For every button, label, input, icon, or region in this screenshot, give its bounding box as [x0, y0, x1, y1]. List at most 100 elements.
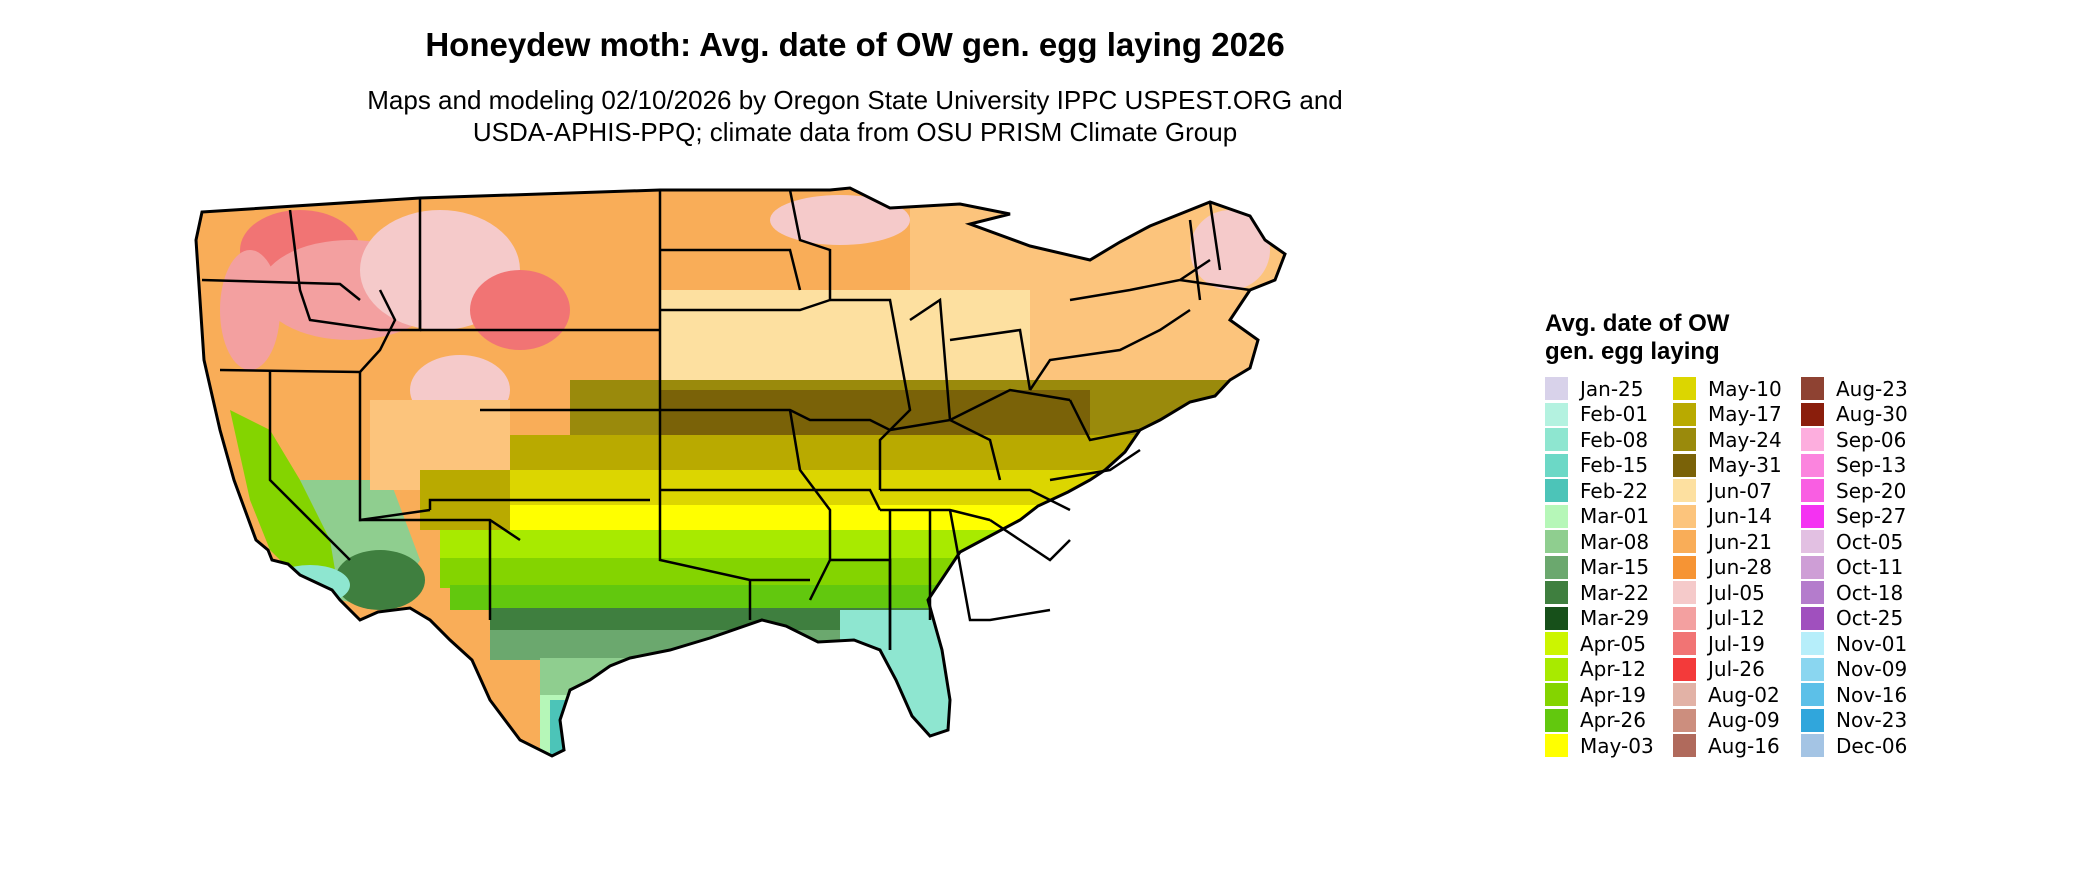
legend-swatch: [1545, 453, 1568, 477]
legend-swatch: [1801, 683, 1824, 707]
legend-swatch: [1801, 402, 1824, 426]
legend-label: Jun-28: [1708, 555, 1772, 580]
legend-title: Avg. date of OW gen. egg laying: [1545, 310, 1765, 366]
legend-item: Jul-12: [1673, 606, 1801, 632]
legend-item: Jun-14: [1673, 504, 1801, 530]
legend-swatch: [1673, 555, 1696, 579]
legend-item: May-10: [1673, 376, 1801, 402]
legend-swatch: [1801, 453, 1824, 477]
legend-item: Apr-12: [1545, 657, 1673, 683]
legend-label: Oct-25: [1836, 606, 1904, 631]
legend-item: Apr-05: [1545, 631, 1673, 657]
legend-item: Aug-30: [1801, 402, 1929, 428]
legend-swatch: [1673, 428, 1696, 452]
legend-item: Dec-06: [1801, 733, 1929, 759]
legend-swatch: [1673, 708, 1696, 732]
legend-item: Aug-16: [1673, 733, 1801, 759]
legend-label: Jul-05: [1708, 580, 1765, 605]
legend-swatch: [1801, 530, 1824, 554]
legend-title-line-1: Avg. date of OW: [1545, 310, 1730, 337]
legend-label: Mar-08: [1580, 529, 1650, 554]
legend-swatch: [1673, 479, 1696, 503]
legend-label: Aug-02: [1708, 682, 1780, 707]
legend-label: Nov-01: [1836, 631, 1908, 656]
legend-item: Feb-15: [1545, 453, 1673, 479]
legend-label: May-31: [1708, 453, 1782, 478]
legend-label: Jul-12: [1708, 606, 1765, 631]
legend-item: Jan-25: [1545, 376, 1673, 402]
legend-label: Mar-29: [1580, 606, 1650, 631]
legend-item: Mar-29: [1545, 606, 1673, 632]
legend-item: Mar-22: [1545, 580, 1673, 606]
us-map-graphic: [194, 186, 1287, 758]
legend-item: Aug-02: [1673, 682, 1801, 708]
legend-label: Jun-21: [1708, 529, 1772, 554]
map-title: Honeydew moth: Avg. date of OW gen. egg …: [425, 26, 1285, 63]
legend-item: Sep-27: [1801, 504, 1929, 530]
map-subtitle: Maps and modeling 02/10/2026 by Oregon S…: [0, 84, 1710, 148]
legend-item: Feb-08: [1545, 427, 1673, 453]
legend-label: Oct-11: [1836, 555, 1904, 580]
legend-swatch: [1801, 632, 1824, 656]
legend-swatch: [1673, 632, 1696, 656]
legend-label: Mar-15: [1580, 555, 1650, 580]
legend-column: May-10 May-17 May-24 May-31 Jun-07 Jun-14 Jun-…: [1673, 376, 1801, 759]
map-fill: [196, 188, 1285, 756]
legend-swatch: [1801, 428, 1824, 452]
legend-item: Jul-26: [1673, 657, 1801, 683]
legend-item: Mar-15: [1545, 555, 1673, 581]
legend-label: Sep-06: [1836, 427, 1907, 452]
legend-item: Jun-28: [1673, 555, 1801, 581]
legend-item: Sep-20: [1801, 478, 1929, 504]
legend-item: Apr-26: [1545, 708, 1673, 734]
legend-swatch: [1673, 530, 1696, 554]
legend-item: Sep-13: [1801, 453, 1929, 479]
legend-label: Sep-27: [1836, 504, 1907, 529]
legend-label: Aug-30: [1836, 402, 1908, 427]
legend-swatch: [1545, 479, 1568, 503]
legend-label: Oct-05: [1836, 529, 1904, 554]
legend-label: May-17: [1708, 402, 1782, 427]
legend-item: Oct-05: [1801, 529, 1929, 555]
legend-label: Feb-08: [1580, 427, 1649, 452]
legend-label: Apr-26: [1580, 708, 1646, 733]
legend-swatch: [1801, 479, 1824, 503]
legend-label: Mar-01: [1580, 504, 1650, 529]
legend-item: Feb-22: [1545, 478, 1673, 504]
legend-swatch: [1801, 708, 1824, 732]
legend-item: Aug-09: [1673, 708, 1801, 734]
legend: Avg. date of OW gen. egg laying Jan-25 Fe…: [1545, 310, 1929, 759]
legend-column: Aug-23 Aug-30 Sep-06 Sep-13 Sep-20 Sep-27 Oct-…: [1801, 376, 1929, 759]
legend-label: Sep-13: [1836, 453, 1907, 478]
legend-item: Oct-11: [1801, 555, 1929, 581]
legend-label: Jul-26: [1708, 657, 1765, 682]
legend-item: Mar-08: [1545, 529, 1673, 555]
legend-swatch: [1545, 632, 1568, 656]
subtitle-line-2: USDA-APHIS-PPQ; climate data from OSU PR…: [472, 117, 1238, 147]
legend-swatch: [1545, 504, 1568, 528]
legend-swatch: [1545, 530, 1568, 554]
legend-label: Feb-01: [1580, 402, 1649, 427]
legend-label: Nov-23: [1836, 708, 1908, 733]
legend-column: Jan-25 Feb-01 Feb-08 Feb-15 Feb-22 Mar-01 Mar-…: [1545, 376, 1673, 759]
legend-swatch: [1801, 377, 1824, 401]
subtitle-line-1: Maps and modeling 02/10/2026 by Oregon S…: [367, 85, 1343, 115]
legend-item: Jun-07: [1673, 478, 1801, 504]
legend-item: Nov-23: [1801, 708, 1929, 734]
legend-label: Aug-09: [1708, 708, 1780, 733]
legend-label: Nov-16: [1836, 682, 1908, 707]
legend-swatch: [1545, 581, 1568, 605]
legend-swatch: [1673, 734, 1696, 758]
legend-swatch: [1545, 428, 1568, 452]
legend-swatch: [1545, 683, 1568, 707]
legend-swatch: [1545, 555, 1568, 579]
legend-label: May-03: [1580, 733, 1654, 758]
legend-label: Apr-05: [1580, 631, 1646, 656]
legend-label: Aug-16: [1708, 733, 1780, 758]
legend-item: Nov-09: [1801, 657, 1929, 683]
legend-swatch: [1801, 734, 1824, 758]
legend-swatch: [1801, 657, 1824, 681]
legend-swatch: [1801, 555, 1824, 579]
legend-swatch: [1545, 734, 1568, 758]
legend-item: May-17: [1673, 402, 1801, 428]
